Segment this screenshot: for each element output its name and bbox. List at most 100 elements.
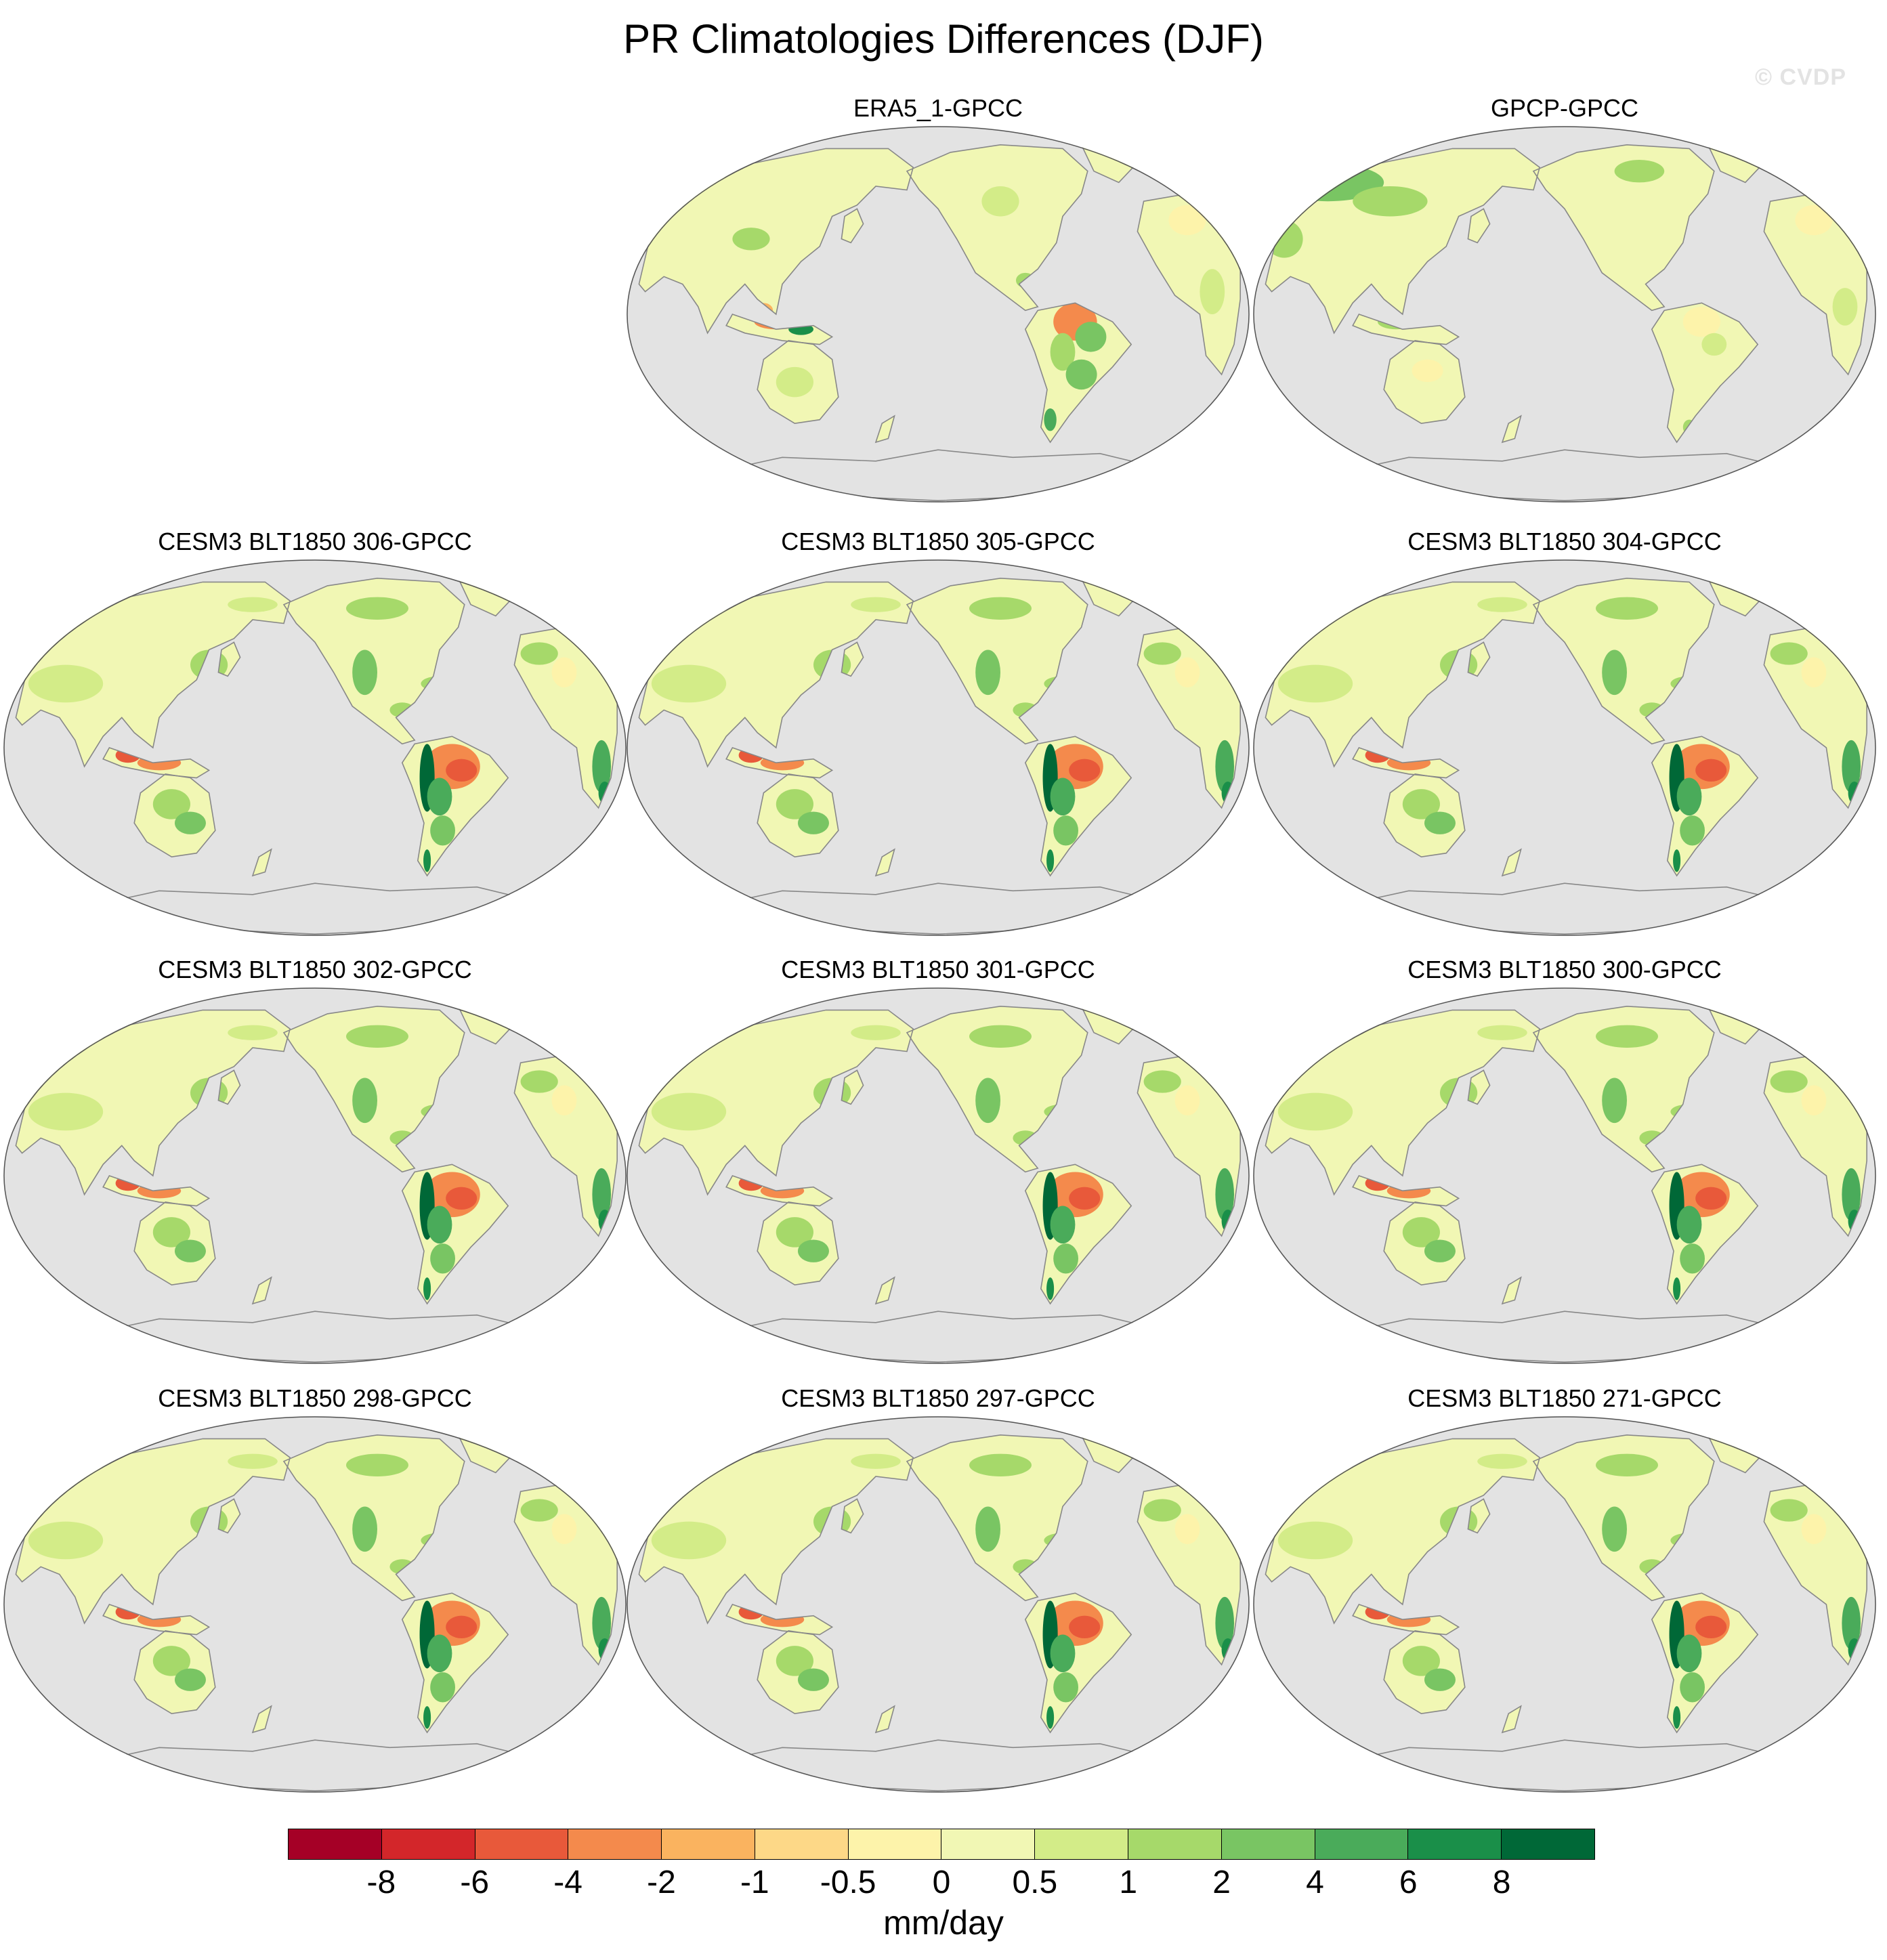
land-eurasia (16, 582, 291, 767)
coastline-indonesia (725, 1175, 834, 1207)
land-newzealand (876, 1277, 895, 1304)
coastline-northamerica (1532, 144, 1715, 312)
coastline-northamerica (906, 1005, 1088, 1173)
coastline-northamerica (906, 144, 1088, 312)
precip-anomaly-patch (651, 1092, 727, 1131)
coastline-australia (133, 1201, 216, 1286)
land-australia (1384, 340, 1465, 424)
precip-anomaly-patch (798, 811, 829, 834)
precip-anomaly-patch (1402, 1646, 1440, 1676)
map-border (627, 559, 1250, 936)
precip-anomaly-patch (1065, 359, 1097, 390)
coastline-southamerica (1024, 1164, 1132, 1305)
precip-anomaly-patch (520, 642, 558, 665)
precip-anomaly-patch (1770, 1499, 1808, 1522)
coastline-newzealand (874, 1276, 895, 1305)
land-newzealand (876, 849, 895, 876)
precip-difference-map (627, 987, 1250, 1364)
colorbar-swatch (1035, 1829, 1129, 1859)
land-eurasia (639, 148, 914, 333)
coastline-southamerica (1024, 302, 1132, 444)
coastline-northamerica (1532, 1005, 1715, 1173)
coastline-eurasia (638, 581, 914, 768)
precip-anomaly-patch (975, 1078, 1000, 1124)
land-eurasia (1265, 1439, 1540, 1623)
precip-anomaly-patch (1770, 642, 1808, 665)
precip-anomaly-patch (1050, 1634, 1076, 1673)
precip-anomaly-patch (1168, 205, 1206, 236)
coastline-japan (217, 1069, 241, 1105)
panel-title: CESM3 BLT1850 304-GPCC (1407, 528, 1722, 555)
precip-anomaly-patch (975, 1506, 1000, 1552)
precip-anomaly-patch (1200, 269, 1225, 314)
colorbar-tick-label: -4 (553, 1865, 582, 1900)
precip-anomaly-patch (1075, 322, 1107, 352)
precip-anomaly-patch (1842, 740, 1861, 793)
land-antarctica (90, 1311, 540, 1363)
precip-anomaly-patch (28, 664, 104, 703)
coastline-australia (1383, 1630, 1466, 1715)
precip-anomaly-patch (423, 849, 431, 872)
precip-anomaly-patch (776, 1217, 813, 1248)
land-japan (841, 209, 864, 243)
precip-anomaly-patch (346, 1025, 408, 1048)
coastline-australia (757, 1201, 839, 1286)
precip-anomaly-patch (975, 649, 1000, 696)
precip-anomaly-patch (152, 1217, 190, 1248)
coastline-japan (841, 1069, 864, 1105)
coastline-indonesia (1352, 747, 1460, 779)
map-panel: CESM3 BLT1850 305-GPCC (627, 528, 1250, 936)
coastline-australia (757, 340, 839, 425)
coastline-indonesia (102, 1175, 211, 1207)
coastline-japan (1467, 1498, 1491, 1534)
precip-anomaly-patch (1174, 1085, 1200, 1116)
precip-difference-map (627, 559, 1250, 936)
precip-anomaly-patch (1801, 657, 1827, 688)
precip-difference-map (1253, 1416, 1876, 1793)
precip-anomaly-patch (776, 1646, 813, 1676)
map-panel: CESM3 BLT1850 271-GPCC (1253, 1385, 1876, 1793)
precip-anomaly-patch (1215, 1168, 1234, 1221)
precip-anomaly-patch (1695, 759, 1727, 782)
precip-anomaly-patch (1174, 657, 1200, 688)
colorbar-tick-label: 8 (1492, 1865, 1511, 1900)
precip-anomaly-patch (1695, 1187, 1727, 1210)
precip-anomaly-patch (1695, 1615, 1727, 1639)
map-panel: ERA5_1-GPCC (627, 95, 1250, 503)
colorbar-swatch (475, 1829, 569, 1859)
coastline-australia (133, 1630, 216, 1715)
precip-anomaly-patch (1046, 1706, 1055, 1729)
precip-anomaly-patch (430, 1243, 455, 1274)
map-border (1253, 987, 1876, 1364)
colorbar-swatch (755, 1829, 849, 1859)
precip-anomaly-patch (228, 597, 278, 612)
precip-anomaly-patch (732, 228, 770, 251)
coastline-antarctica (1340, 882, 1789, 935)
precip-anomaly-patch (1174, 1514, 1200, 1545)
map-panel: CESM3 BLT1850 300-GPCC (1253, 956, 1876, 1364)
coastline-indonesia (725, 747, 834, 779)
precip-anomaly-patch (175, 1239, 206, 1262)
colorbar-swatch (568, 1829, 662, 1859)
coastline-indonesia (1352, 1175, 1460, 1207)
coastline-australia (133, 773, 216, 858)
land-newzealand (876, 416, 895, 442)
colorbar-tick-label: 0.5 (1012, 1865, 1058, 1900)
precip-anomaly-patch (1676, 1634, 1702, 1673)
colorbar-tick-label: -0.5 (820, 1865, 876, 1900)
coastline-newzealand (251, 1705, 272, 1734)
precip-anomaly-patch (423, 1706, 431, 1729)
precip-difference-map (1253, 559, 1876, 936)
colorbar-tick-label: 1 (1119, 1865, 1138, 1900)
precip-anomaly-patch (1770, 1070, 1808, 1093)
precip-anomaly-patch (1596, 597, 1658, 620)
coastline-northamerica (282, 1005, 465, 1173)
land-africa (1764, 1484, 1867, 1665)
precip-anomaly-patch (1143, 642, 1181, 665)
precip-anomaly-patch (1842, 1596, 1861, 1650)
coastline-eurasia (638, 148, 914, 335)
coastline-southamerica (401, 736, 509, 877)
coastline-indonesia (1352, 1604, 1460, 1636)
land-eurasia (1265, 1010, 1540, 1195)
coastline-indonesia (1352, 314, 1460, 345)
